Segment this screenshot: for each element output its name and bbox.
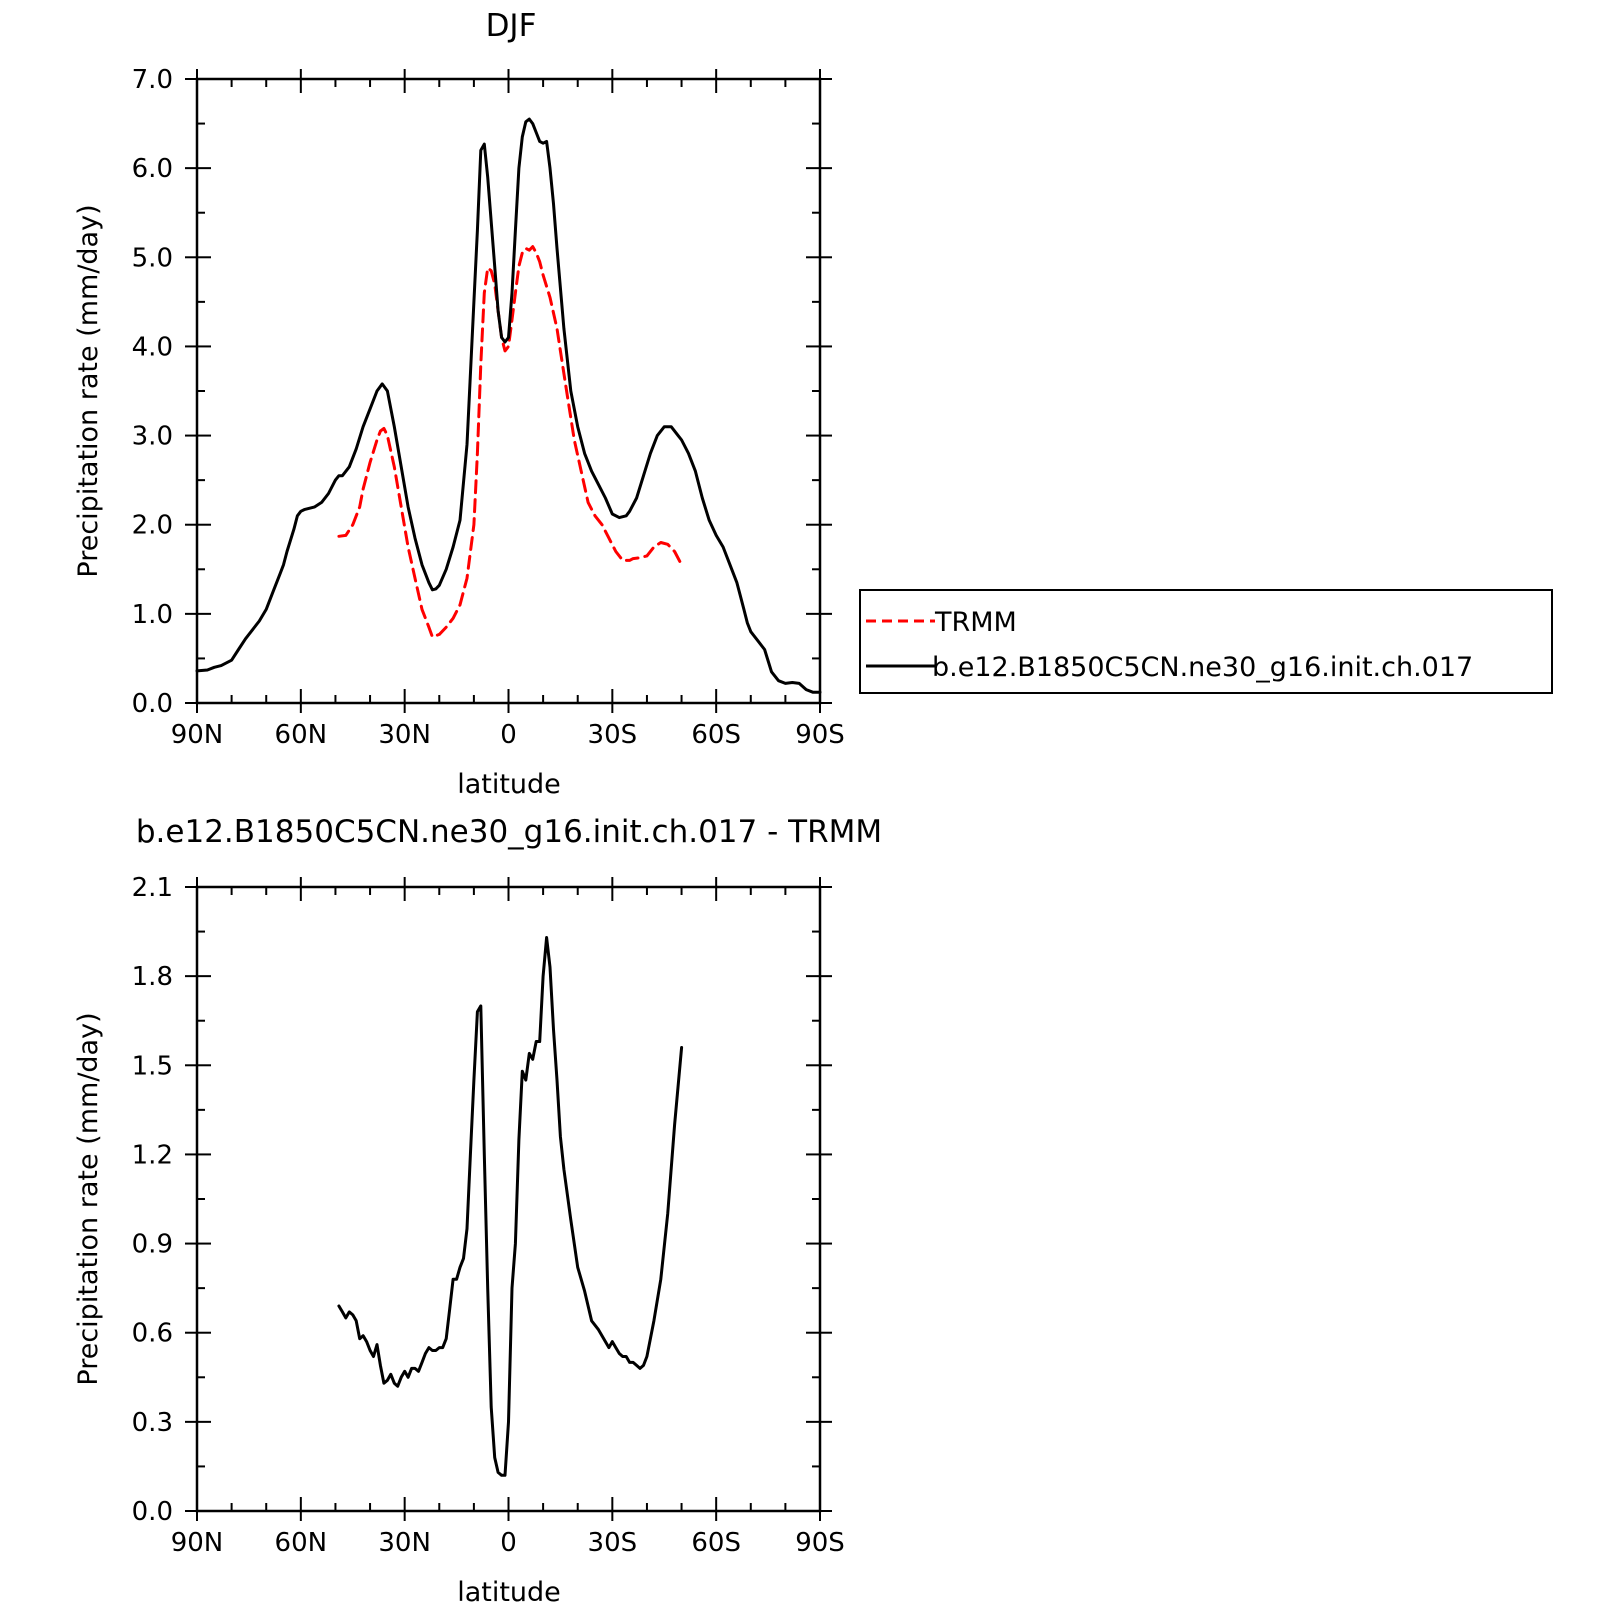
bottom-plot-y-tick-label: 1.2 — [132, 1140, 173, 1170]
top-plot-series-layer — [195, 117, 822, 694]
bottom-plot-x-tick-label: 30S — [588, 1528, 638, 1558]
top-plot-x-tick-label: 60S — [691, 720, 741, 750]
top-plot-y-tick-label: 2.0 — [132, 511, 173, 541]
bottom-plot-y-tick-label: 0.0 — [132, 1497, 173, 1527]
bottom-plot-y-tick-label: 1.5 — [132, 1051, 173, 1081]
bottom-plot-y-axis-label: Precipitation rate (mm/day) — [73, 1012, 104, 1385]
bottom-plot-y-tick-label: 1.8 — [132, 962, 173, 992]
top-plot-x-tick-label: 90S — [795, 720, 845, 750]
top-plot-x-tick-label: 60N — [275, 720, 328, 750]
bottom-plot-x-tick-label: 60N — [275, 1528, 328, 1558]
bottom-plot-series-layer — [337, 936, 684, 1477]
top-plot-y-tick-label: 1.0 — [132, 600, 173, 630]
legend-label-model: b.e12.B1850C5CN.ne30_g16.init.ch.017 — [932, 652, 1473, 683]
legend-box — [859, 589, 1553, 694]
bottom-plot-x-tick-label: 0 — [500, 1528, 517, 1558]
bottom-plot-y-tick-label: 0.3 — [132, 1408, 173, 1438]
bottom-plot-title: b.e12.B1850C5CN.ne30_g16.init.ch.017 - T… — [136, 814, 882, 850]
bottom-plot-x-tick-label: 60S — [691, 1528, 741, 1558]
bottom-plot-x-tick-label: 90S — [795, 1528, 845, 1558]
top-plot-y-tick-label: 7.0 — [132, 65, 173, 95]
bottom-plot: b.e12.B1850C5CN.ne30_g16.init.ch.017 - T… — [73, 814, 882, 1608]
top-plot-tick-marks — [185, 69, 832, 713]
top-plot-y-tick-label: 6.0 — [132, 154, 173, 184]
bottom-plot-y-tick-label: 2.1 — [132, 873, 173, 903]
top-plot-series-line-0 — [337, 245, 684, 639]
bottom-plot-x-tick-labels: 90N 60N 30N 0 30S 60S 90S — [171, 1528, 845, 1558]
bottom-plot-x-tick-label: 30N — [378, 1528, 431, 1558]
bottom-plot-y-tick-label: 0.9 — [132, 1230, 173, 1260]
bottom-plot-y-tick-label: 0.6 — [132, 1319, 173, 1349]
bottom-plot-y-tick-labels: 0.0 0.3 0.6 0.9 1.2 1.5 1.8 2.1 — [132, 873, 173, 1527]
top-plot-frame — [195, 77, 822, 705]
bottom-plot-x-axis-label: latitude — [457, 1577, 561, 1608]
top-plot-series-line-1 — [195, 117, 822, 694]
top-plot-x-tick-label: 0 — [500, 720, 517, 750]
top-plot-x-tick-label: 30N — [378, 720, 431, 750]
top-plot-legend: TRMM b.e12.B1850C5CN.ne30_g16.init.ch.01… — [859, 589, 1553, 694]
top-plot-y-tick-label: 0.0 — [132, 689, 173, 719]
bottom-plot-tick-marks — [185, 877, 832, 1521]
bottom-plot-series-line-0 — [337, 936, 684, 1477]
top-plot-y-axis-label: Precipitation rate (mm/day) — [73, 204, 104, 577]
top-plot-x-tick-label: 90N — [171, 720, 224, 750]
top-plot: DJF 90N 60N 30N 0 30S 60S 90S 0.0 1.0 2.0 3.0 4.0 5… — [73, 8, 1553, 800]
top-plot-y-tick-label: 3.0 — [132, 422, 173, 452]
legend-label-trmm: TRMM — [934, 607, 1017, 638]
bottom-plot-x-tick-label: 90N — [171, 1528, 224, 1558]
top-plot-title: DJF — [486, 8, 537, 44]
top-plot-x-tick-labels: 90N 60N 30N 0 30S 60S 90S — [171, 720, 845, 750]
top-plot-y-tick-label: 5.0 — [132, 243, 173, 273]
top-plot-x-tick-label: 30S — [588, 720, 638, 750]
top-plot-y-tick-labels: 0.0 1.0 2.0 3.0 4.0 5.0 6.0 7.0 — [132, 65, 173, 719]
top-plot-y-tick-label: 4.0 — [132, 332, 173, 362]
top-plot-x-axis-label: latitude — [457, 769, 561, 800]
